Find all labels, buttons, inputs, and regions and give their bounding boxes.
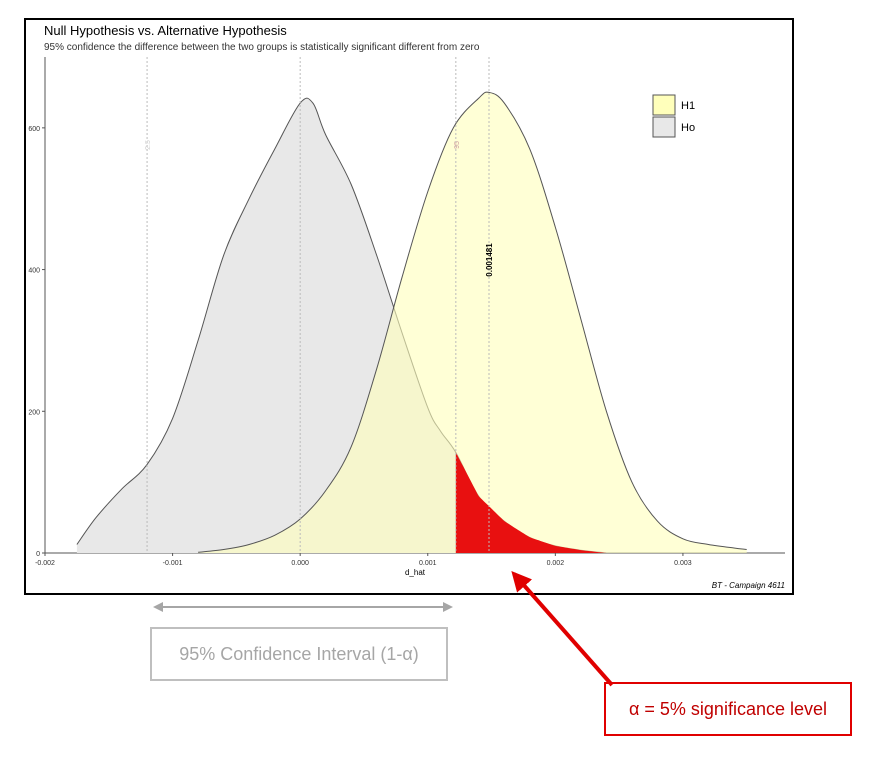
x-tick-label: 0.003: [674, 560, 692, 567]
y-tick-label: 400: [28, 268, 40, 275]
reference-line-label: 2.5: [145, 140, 152, 150]
legend-label-ho: Ho: [681, 122, 695, 134]
x-tick-label: 0.001: [419, 560, 437, 567]
significance-level-label: α = 5% significance level: [604, 682, 852, 736]
y-tick-label: 0: [36, 551, 40, 558]
legend: H1 Ho: [652, 94, 695, 138]
y-tick-label: 200: [28, 409, 40, 416]
chart-subtitle: 95% confidence the difference between th…: [44, 42, 480, 53]
plot-area: -0.002 -0.001 0.000 0.001 0.002 0.003 0 200 400 6…: [28, 57, 785, 577]
legend-swatch-h1: [652, 94, 676, 116]
legend-label-h1: H1: [681, 100, 695, 112]
y-tick-label: 600: [28, 126, 40, 133]
x-tick-label: 0.000: [291, 560, 309, 567]
density-area-ho: [76, 98, 607, 553]
rejection-region: [455, 452, 607, 553]
legend-swatch-ho: [652, 116, 676, 138]
x-tick-label: -0.001: [163, 560, 183, 567]
chart-caption: BT - Campaign 4611: [712, 581, 785, 590]
reference-line-label: 0.001481: [485, 243, 494, 277]
x-tick-label: -0.002: [35, 560, 55, 567]
alpha-arrow: [511, 571, 614, 687]
confidence-interval-label: 95% Confidence Interval (1-α): [150, 627, 448, 681]
x-tick-label: 0.002: [547, 560, 565, 567]
chart-title: Null Hypothesis vs. Alternative Hypothes…: [44, 23, 287, 38]
x-axis-label: d_hat: [405, 568, 426, 577]
reference-line-label: 95: [454, 141, 461, 149]
density-area-h1: [198, 92, 747, 554]
